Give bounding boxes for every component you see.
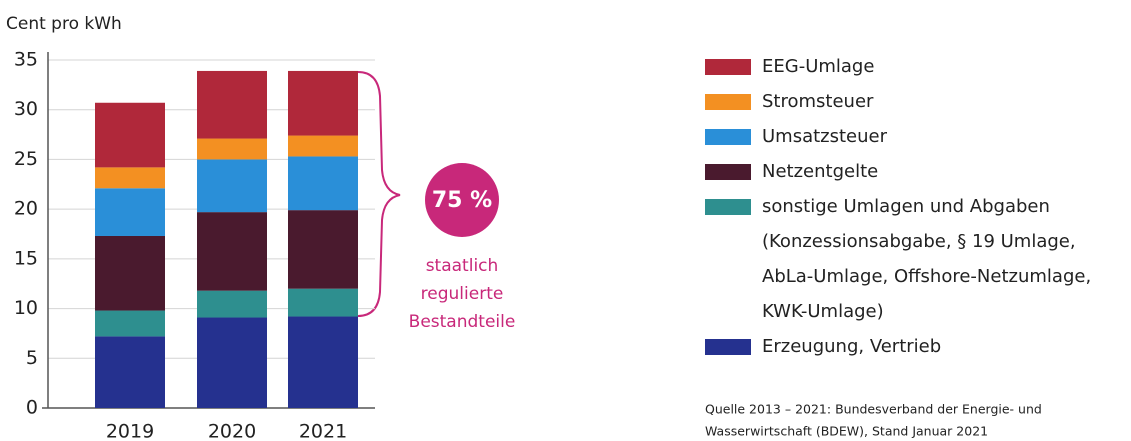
source: Wasserwirtschaft (BDEW), Stand Januar 20…: [705, 424, 988, 439]
bar-segment: [288, 156, 358, 211]
legend-swatch: [705, 164, 751, 180]
bar-segment: [288, 70, 358, 136]
bar-segment: [288, 288, 358, 317]
y-tick-label: 35: [14, 49, 38, 71]
legend-label: Erzeugung, Vertrieb: [762, 336, 941, 357]
bar-segment: [197, 290, 267, 318]
bar-segment: [197, 70, 267, 139]
bar-segment: [197, 138, 267, 160]
bar-segment: [197, 212, 267, 291]
x-tick-label: 2019: [106, 421, 154, 441]
source: Quelle 2013 – 2021: Bundesverband der En…: [705, 402, 1042, 417]
legend-label: sonstige Umlagen und Abgaben: [762, 196, 1050, 217]
bar-segment: [95, 167, 165, 189]
legend-note: AbLa-Umlage, Offshore-Netzumlage,: [762, 266, 1091, 287]
annotation-value: 75 %: [432, 188, 492, 213]
badge: [425, 163, 499, 237]
bar-segment: [288, 210, 358, 289]
brace: [357, 71, 401, 317]
legend-note: KWK-Umlage): [762, 301, 884, 322]
bar-segment: [197, 317, 267, 408]
bar-segment: [95, 235, 165, 311]
bar-segment: [95, 310, 165, 337]
legend-swatch: [705, 94, 751, 110]
legend-label: EEG-Umlage: [762, 56, 874, 77]
y-tick-label: 15: [14, 247, 38, 269]
bar-segment: [95, 102, 165, 168]
bar-segment: [95, 188, 165, 236]
annotation-line: Bestandteile: [409, 312, 516, 332]
y-tick-label: 0: [26, 397, 38, 419]
x-tick-label: 2020: [208, 421, 256, 441]
y-tick-label: 20: [14, 198, 38, 220]
y-tick-label: 5: [26, 347, 38, 369]
legend-swatch: [705, 129, 751, 145]
annotation-line: staatlich: [426, 256, 499, 276]
legend-note: (Konzessionsabgabe, § 19 Umlage,: [762, 231, 1076, 252]
bar-segment: [197, 159, 267, 213]
x-tick-label: 2021: [299, 421, 347, 441]
legend-label: Stromsteuer: [762, 91, 874, 112]
bar-segment: [95, 336, 165, 408]
bar-segment: [288, 316, 358, 408]
legend-label: Netzentgelte: [762, 161, 878, 182]
legend-swatch: [705, 199, 751, 215]
y-axis-label: Cent pro kWh: [6, 14, 122, 34]
legend-swatch: [705, 339, 751, 355]
legend-label: Umsatzsteuer: [762, 126, 888, 147]
y-tick-label: 10: [14, 297, 38, 319]
y-tick-label: 25: [14, 148, 38, 170]
bar-segment: [288, 135, 358, 157]
annotation-line: regulierte: [421, 284, 504, 304]
y-tick-label: 30: [14, 98, 38, 120]
legend-swatch: [705, 59, 751, 75]
